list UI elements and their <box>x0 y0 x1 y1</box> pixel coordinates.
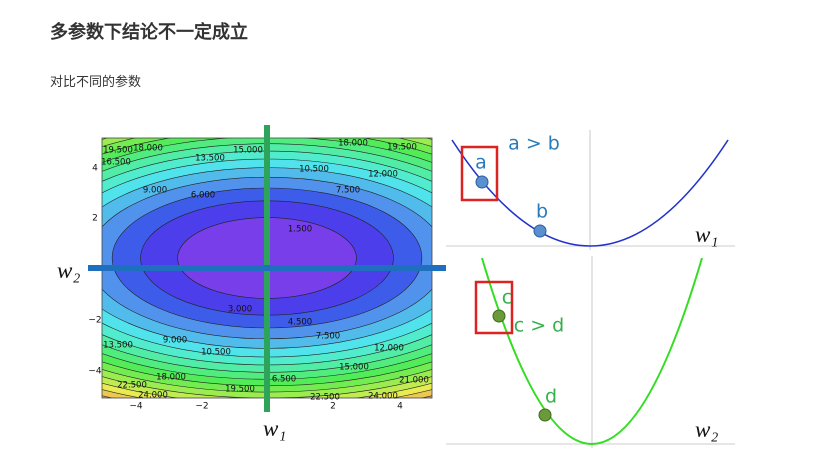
contour-label: 9.000 <box>163 336 187 346</box>
contour-label: 6.000 <box>191 191 215 201</box>
contour-plot <box>102 138 432 398</box>
title: 多参数下结论不一定成立 <box>50 21 248 43</box>
contour-label: 9.000 <box>143 186 167 196</box>
contour-label: 22.500 <box>310 393 340 403</box>
point-c <box>492 309 506 323</box>
label-c: c <box>502 287 512 309</box>
point-a <box>475 175 489 189</box>
axis-label: w₂ <box>695 417 718 442</box>
x-tick-label: −4 <box>129 402 143 412</box>
highlight-box <box>460 145 499 202</box>
point-b <box>533 224 547 238</box>
parabola <box>451 139 729 247</box>
parabola <box>481 257 703 445</box>
contour-label: 24.000 <box>138 391 168 401</box>
point-d <box>538 408 552 422</box>
x-tick-label: 4 <box>397 402 403 412</box>
contour-label: 18.000 <box>133 144 163 154</box>
x-tick-label: 2 <box>330 402 336 412</box>
contour-label: 7.500 <box>336 186 360 196</box>
label-d: d <box>545 386 557 408</box>
w2-label: w₂ <box>57 258 80 283</box>
subtitle: 对比不同的参数 <box>50 74 141 90</box>
contour-label: 16.500 <box>101 158 131 168</box>
contour-label: 10.500 <box>201 348 231 358</box>
y-tick-label: −4 <box>88 367 102 377</box>
contour-label: 1.500 <box>288 225 312 235</box>
contour-label: 12.000 <box>368 170 398 180</box>
axis-label: w₁ <box>695 222 718 247</box>
comparison: a > b <box>508 133 560 155</box>
contour-label: 6.500 <box>272 375 296 385</box>
contour-label: 12.000 <box>374 344 404 354</box>
contour-label: 19.500 <box>103 146 133 156</box>
contour-label: 21.000 <box>399 376 429 386</box>
highlight-box <box>474 280 514 335</box>
contour-label: 13.500 <box>195 154 225 164</box>
y-tick-label: 2 <box>92 214 98 224</box>
x-tick-label: −2 <box>195 402 208 412</box>
label-a: a <box>475 152 487 174</box>
contour-label: 4.500 <box>288 318 312 328</box>
contour-label: 19.500 <box>225 385 255 395</box>
contour-label: 3.000 <box>228 305 252 315</box>
w1-label: w₁ <box>263 416 286 441</box>
bottom-plot: c d c > d w₂ <box>446 256 735 448</box>
contour-label: 22.500 <box>117 381 147 391</box>
contour-label: 10.500 <box>299 165 329 175</box>
label-b: b <box>536 201 548 223</box>
comparison: c > d <box>514 315 565 337</box>
y-tick-label: −2 <box>88 316 101 326</box>
contour-label: 13.500 <box>103 341 133 351</box>
contour-label: 24.000 <box>368 392 398 402</box>
contour-label: 18.000 <box>338 139 368 149</box>
contour-label: 19.500 <box>387 143 417 153</box>
top-plot: a b a > b w₁ <box>446 130 735 250</box>
contour-label: 18.000 <box>156 373 186 383</box>
contour-label: 15.000 <box>233 146 263 156</box>
contour-label: 15.000 <box>339 363 369 373</box>
contour-label: 7.500 <box>316 332 340 342</box>
y-tick-label: 4 <box>92 164 98 174</box>
